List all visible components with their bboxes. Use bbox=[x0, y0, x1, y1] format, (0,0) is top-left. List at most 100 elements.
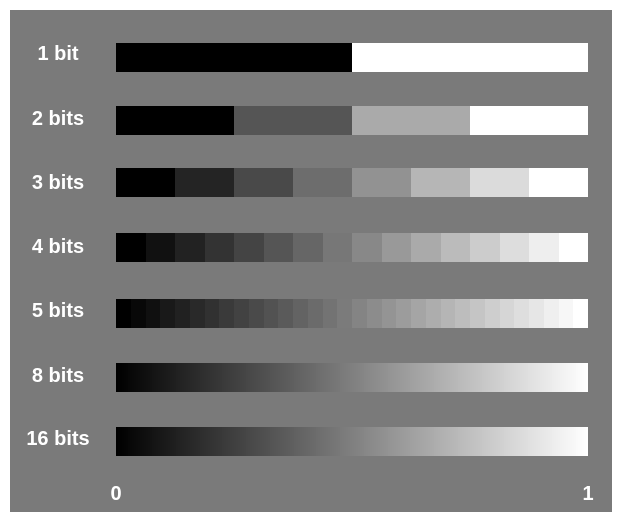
gradient-bar-1-bit bbox=[116, 43, 588, 72]
gray-level-step bbox=[558, 233, 588, 262]
gray-level-step bbox=[256, 363, 258, 392]
gray-level-step bbox=[406, 427, 408, 456]
gray-level-step bbox=[381, 233, 411, 262]
gray-level-step bbox=[226, 427, 228, 456]
gray-level-step bbox=[402, 427, 404, 456]
gray-level-step bbox=[314, 363, 316, 392]
gray-level-step bbox=[352, 43, 588, 72]
gray-level-step bbox=[276, 363, 278, 392]
gray-level-step bbox=[214, 363, 216, 392]
gray-level-step bbox=[516, 363, 518, 392]
gray-level-step bbox=[528, 363, 530, 392]
gray-level-step bbox=[152, 363, 154, 392]
gray-level-step bbox=[324, 427, 326, 456]
gray-level-step bbox=[116, 106, 234, 135]
gray-level-step bbox=[294, 427, 296, 456]
gray-level-step bbox=[470, 299, 485, 328]
gray-level-step bbox=[378, 427, 380, 456]
gray-level-step bbox=[232, 427, 234, 456]
gray-level-step bbox=[529, 168, 588, 197]
gray-level-step bbox=[204, 299, 220, 328]
gray-level-step bbox=[260, 363, 262, 392]
gray-level-step bbox=[518, 427, 520, 456]
gray-level-step bbox=[376, 427, 378, 456]
gray-level-step bbox=[254, 427, 256, 456]
gray-level-step bbox=[416, 363, 418, 392]
gray-level-step bbox=[224, 363, 226, 392]
gray-level-step bbox=[372, 363, 374, 392]
gray-level-step bbox=[384, 363, 386, 392]
gray-level-step bbox=[118, 363, 120, 392]
gray-level-step bbox=[392, 427, 394, 456]
gray-level-step bbox=[254, 363, 256, 392]
gray-level-step bbox=[278, 427, 280, 456]
gray-level-step bbox=[158, 363, 160, 392]
gray-level-step bbox=[244, 363, 246, 392]
gray-level-step bbox=[514, 363, 516, 392]
gray-level-step bbox=[252, 363, 254, 392]
gray-level-step bbox=[370, 363, 372, 392]
gray-level-step bbox=[304, 427, 306, 456]
gray-level-step bbox=[368, 363, 370, 392]
gray-level-step bbox=[554, 427, 556, 456]
gray-level-step bbox=[204, 233, 234, 262]
gray-level-step bbox=[354, 427, 356, 456]
gray-level-step bbox=[456, 363, 458, 392]
gray-level-step bbox=[208, 363, 210, 392]
gray-level-step bbox=[408, 363, 410, 392]
gray-level-step bbox=[510, 363, 512, 392]
gray-level-step bbox=[432, 363, 434, 392]
gray-level-step bbox=[548, 427, 550, 456]
gray-level-step bbox=[164, 427, 166, 456]
gray-level-step bbox=[508, 363, 510, 392]
gray-level-step bbox=[210, 363, 212, 392]
gray-level-step bbox=[214, 427, 216, 456]
gray-level-step bbox=[374, 363, 376, 392]
gray-level-step bbox=[518, 363, 520, 392]
gray-level-step bbox=[366, 299, 382, 328]
gray-level-step bbox=[220, 427, 222, 456]
gray-level-step bbox=[494, 363, 496, 392]
gray-level-step bbox=[314, 427, 316, 456]
gray-level-step bbox=[136, 363, 138, 392]
gray-level-step bbox=[238, 363, 240, 392]
gray-level-step bbox=[524, 427, 526, 456]
gray-level-step bbox=[478, 427, 480, 456]
gray-level-step bbox=[576, 427, 578, 456]
gray-level-step bbox=[170, 363, 172, 392]
gray-level-step bbox=[480, 427, 482, 456]
gray-level-step bbox=[116, 427, 118, 456]
gray-level-step bbox=[322, 427, 324, 456]
gray-level-step bbox=[116, 233, 146, 262]
gray-level-step bbox=[120, 427, 122, 456]
gray-level-step bbox=[578, 363, 580, 392]
gray-level-step bbox=[530, 427, 532, 456]
gray-level-step bbox=[378, 363, 380, 392]
gray-level-step bbox=[160, 299, 175, 328]
gray-level-step bbox=[516, 427, 518, 456]
gray-level-step bbox=[258, 427, 260, 456]
gray-level-step bbox=[290, 427, 292, 456]
gray-level-step bbox=[180, 363, 182, 392]
gray-level-step bbox=[194, 427, 196, 456]
gray-level-step bbox=[340, 363, 342, 392]
gray-level-step bbox=[146, 427, 148, 456]
gray-level-step bbox=[420, 427, 422, 456]
gray-level-step bbox=[380, 363, 382, 392]
gray-level-step bbox=[440, 299, 456, 328]
gray-level-step bbox=[278, 299, 293, 328]
gray-level-step bbox=[288, 427, 290, 456]
gray-level-step bbox=[444, 427, 446, 456]
gray-level-step bbox=[402, 363, 404, 392]
gray-level-step bbox=[414, 363, 416, 392]
gray-level-step bbox=[552, 427, 554, 456]
gray-level-step bbox=[130, 427, 132, 456]
gray-level-step bbox=[544, 363, 546, 392]
gray-level-step bbox=[430, 427, 432, 456]
gray-level-step bbox=[198, 427, 200, 456]
gray-level-step bbox=[499, 299, 515, 328]
gray-level-step bbox=[175, 168, 234, 197]
gray-level-step bbox=[150, 427, 152, 456]
gray-level-step bbox=[476, 427, 478, 456]
gray-level-step bbox=[264, 427, 266, 456]
